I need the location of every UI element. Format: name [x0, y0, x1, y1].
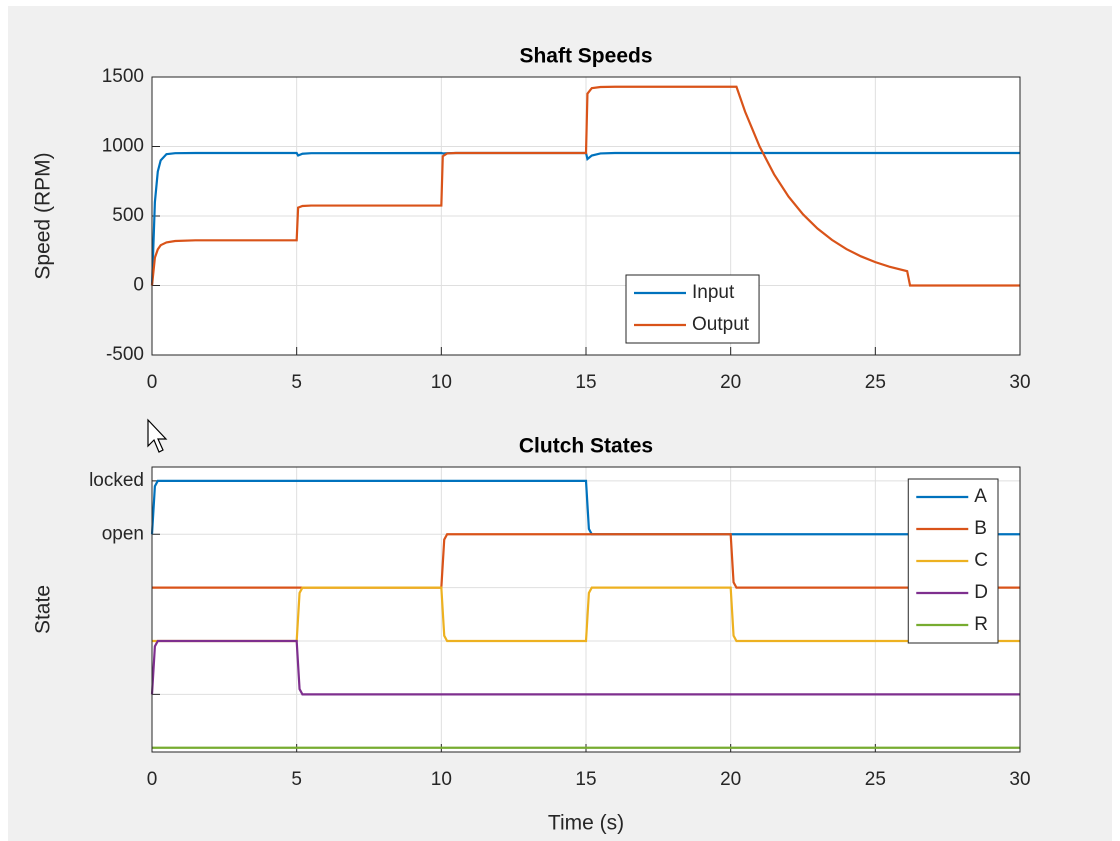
x-tick-label: 10 [431, 769, 452, 790]
series-line [150, 479, 1020, 536]
y-tick-label: 0 [133, 275, 144, 296]
legend-label: C [974, 550, 988, 571]
legend-label: Output [692, 314, 750, 335]
y-tick-label: 1500 [102, 66, 144, 87]
legend-label: A [974, 486, 987, 507]
legend-box [625, 274, 760, 344]
y-axis-label: Speed (RPM) [32, 152, 55, 279]
series-line [152, 533, 1020, 589]
x-tick-label: 30 [1009, 372, 1030, 393]
legend-label: D [974, 582, 988, 603]
y-tick-label: -500 [106, 344, 144, 365]
x-tick-label: 25 [865, 372, 886, 393]
x-tick-label: 10 [431, 372, 452, 393]
x-tick-label: 5 [291, 372, 302, 393]
legend-label: Input [692, 282, 735, 303]
x-axis-label: Time (s) [548, 812, 624, 835]
y-tick-label: 500 [112, 205, 144, 226]
legend-label: B [974, 518, 987, 539]
axes-box [151, 466, 1021, 753]
legend: Input Output [625, 274, 760, 344]
x-tick-label: 0 [147, 372, 158, 393]
x-tick-label: 5 [291, 769, 302, 790]
x-tick-label: 30 [1009, 769, 1030, 790]
y-axis-label: State [32, 585, 55, 634]
series-line [150, 85, 1020, 287]
y-tick-label: locked [89, 470, 144, 491]
y-tick-label: open [102, 523, 144, 544]
series-line [150, 639, 1020, 696]
series-line [150, 151, 1020, 286]
chart-title: Clutch States [519, 435, 653, 458]
legend-label: R [974, 614, 988, 635]
mouse-cursor [147, 418, 168, 453]
x-tick-label: 20 [720, 372, 741, 393]
y-tick-label: 1000 [102, 136, 144, 157]
x-tick-label: 15 [575, 769, 596, 790]
x-tick-label: 15 [575, 372, 596, 393]
chart-title: Shaft Speeds [519, 45, 652, 68]
axes-box [151, 76, 1021, 356]
x-tick-label: 0 [147, 769, 158, 790]
x-tick-label: 25 [865, 769, 886, 790]
x-tick-label: 20 [720, 769, 741, 790]
